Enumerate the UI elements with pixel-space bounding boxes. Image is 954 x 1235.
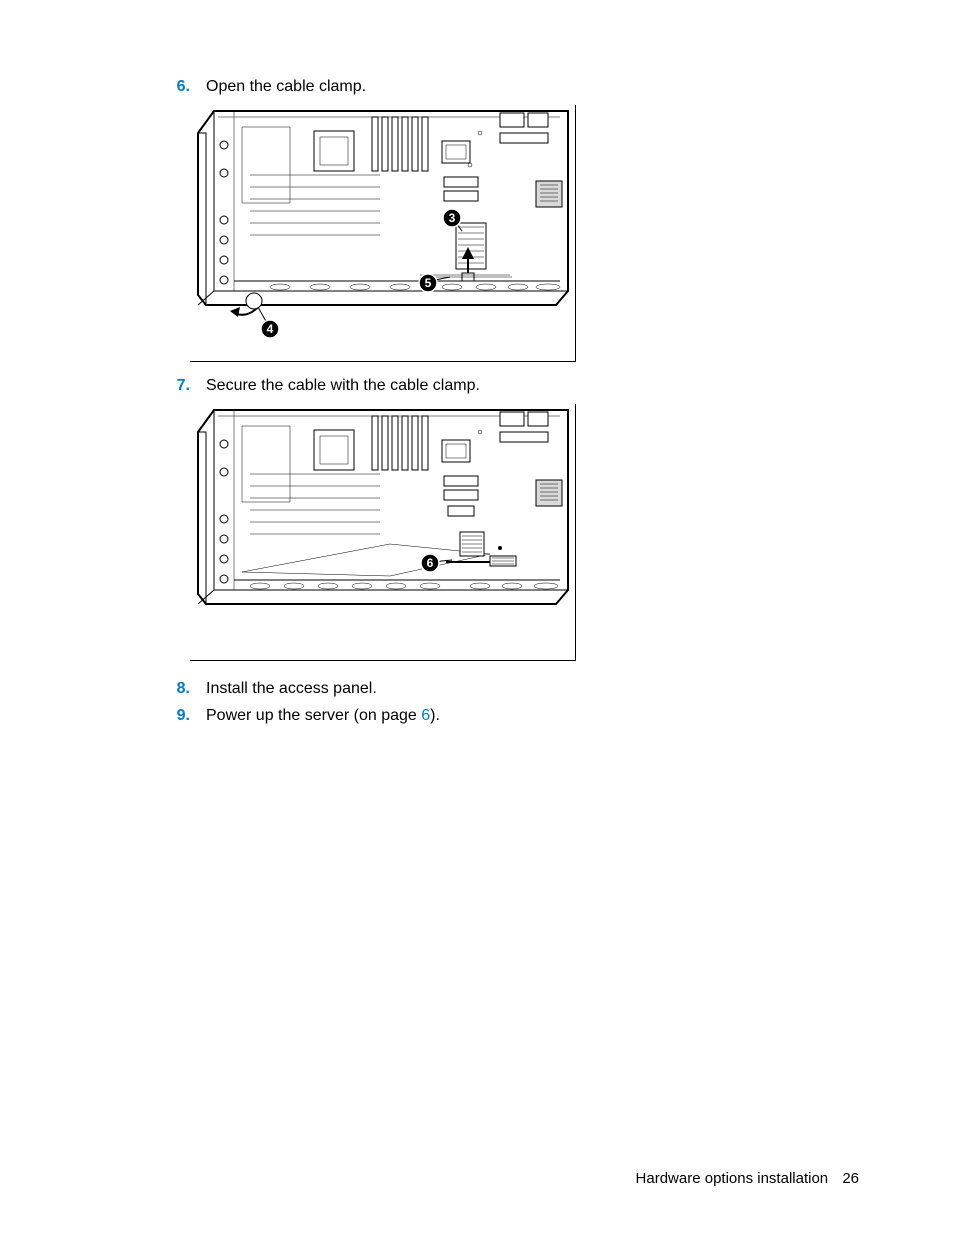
- footer-page-number: 26: [842, 1170, 859, 1187]
- step-number: 9.: [150, 707, 206, 725]
- callout-4: 4: [267, 322, 274, 336]
- step-number: 8.: [150, 680, 206, 698]
- step-8: 8. Install the access panel.: [150, 680, 377, 698]
- step-6: 6. Open the cable clamp.: [150, 78, 366, 96]
- step-number: 7.: [150, 377, 206, 395]
- callout-5: 5: [425, 276, 432, 290]
- callout-3: 3: [449, 211, 456, 225]
- step-text: Open the cable clamp.: [206, 78, 366, 96]
- diagram-svg-2: 6: [190, 404, 575, 660]
- step-text: Install the access panel.: [206, 680, 377, 698]
- step-number: 6.: [150, 78, 206, 96]
- footer-section: Hardware options installation: [636, 1170, 829, 1187]
- step-text-suffix: ).: [430, 707, 440, 724]
- page-link[interactable]: 6: [421, 707, 430, 724]
- step-text: Power up the server (on page 6).: [206, 707, 440, 725]
- step-9: 9. Power up the server (on page 6).: [150, 707, 440, 725]
- figure-secure-cable-clamp: 6: [190, 404, 576, 661]
- step-7: 7. Secure the cable with the cable clamp…: [150, 377, 480, 395]
- page: 6. Open the cable clamp.: [0, 0, 954, 1235]
- page-footer: Hardware options installation 26: [636, 1170, 859, 1187]
- figure-open-cable-clamp: 3 5 4: [190, 105, 576, 362]
- callout-6: 6: [427, 556, 434, 570]
- diagram-svg-1: 3 5 4: [190, 105, 575, 361]
- step-text: Secure the cable with the cable clamp.: [206, 377, 480, 395]
- step-text-prefix: Power up the server (on page: [206, 707, 421, 724]
